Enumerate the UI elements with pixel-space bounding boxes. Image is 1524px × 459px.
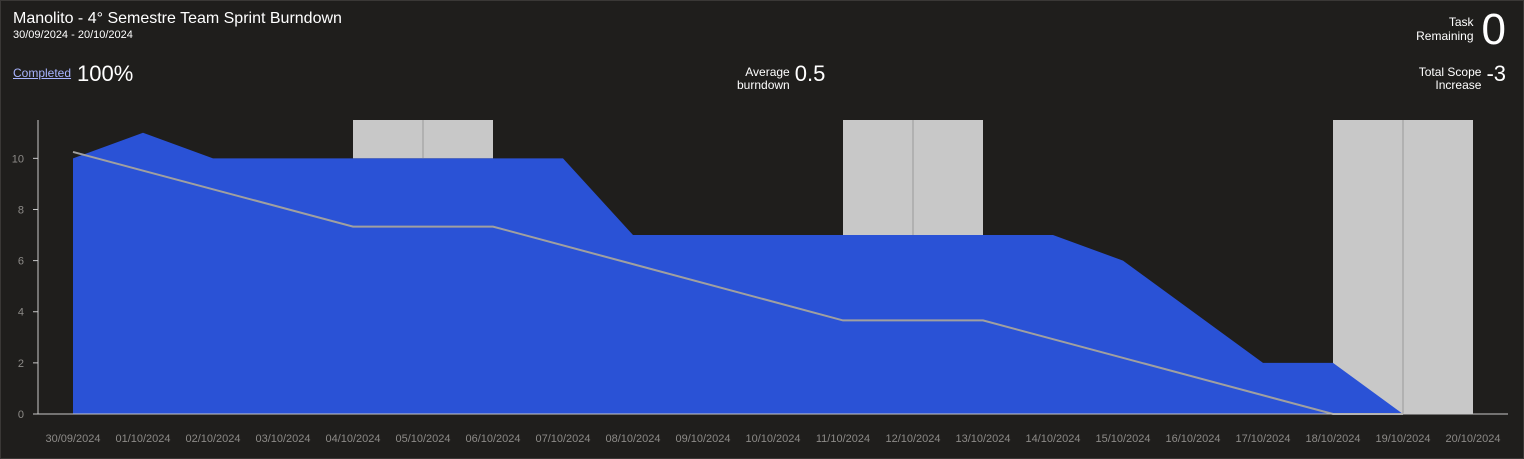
x-tick-label-0: 30/09/2024 bbox=[45, 433, 100, 445]
x-tick-label-13: 13/10/2024 bbox=[955, 433, 1010, 445]
x-tick-label-16: 16/10/2024 bbox=[1165, 433, 1220, 445]
average-label-line1: Average bbox=[745, 65, 790, 79]
scope-increase-stat: Total Scope Increase -3 bbox=[1419, 62, 1506, 92]
x-tick-label-1: 01/10/2024 bbox=[115, 433, 170, 445]
y-tick-label-4: 4 bbox=[18, 307, 24, 319]
x-tick-label-2: 02/10/2024 bbox=[185, 433, 240, 445]
remaining-area-layer bbox=[73, 132, 1403, 415]
y-tick-label-8: 8 bbox=[18, 204, 24, 216]
x-ticks: 30/09/2024 01/10/2024 02/10/2024 03/10/2024… bbox=[45, 433, 1500, 445]
x-tick-label-9: 09/10/2024 bbox=[675, 433, 730, 445]
completed-link[interactable]: Completed bbox=[13, 66, 72, 80]
task-remaining-label: Task Remaining bbox=[1416, 15, 1473, 43]
date-range: 30/09/2024 - 20/10/2024 bbox=[13, 29, 133, 41]
x-tick-label-12: 12/10/2024 bbox=[885, 433, 940, 445]
y-tick-label-0: 0 bbox=[18, 409, 24, 421]
remaining-work-area bbox=[73, 132, 1403, 415]
average-burndown-stat: Average burndown 0.5 bbox=[737, 62, 825, 92]
task-remaining-stat: Task Remaining 0 bbox=[1416, 8, 1506, 52]
task-remaining-value: 0 bbox=[1481, 5, 1506, 54]
x-tick-label-4: 04/10/2024 bbox=[325, 433, 380, 445]
y-tick-label-6: 6 bbox=[18, 256, 24, 268]
completed-value: 100% bbox=[77, 61, 134, 86]
scope-label-line1: Total Scope bbox=[1418, 65, 1482, 79]
average-burndown-label: Average burndown bbox=[737, 66, 790, 92]
x-tick-label-19: 19/10/2024 bbox=[1375, 433, 1430, 445]
x-tick-label-6: 06/10/2024 bbox=[465, 433, 520, 445]
average-label-line2: burndown bbox=[737, 78, 790, 92]
scope-increase-label: Total Scope Increase bbox=[1419, 66, 1482, 92]
average-burndown-value: 0.5 bbox=[794, 61, 826, 86]
task-remaining-label-line2: Remaining bbox=[1416, 29, 1474, 43]
non-working-bands bbox=[353, 120, 1473, 414]
scope-increase-value: -3 bbox=[1486, 61, 1506, 86]
scope-label-line2: Increase bbox=[1435, 78, 1482, 92]
x-tick-label-15: 15/10/2024 bbox=[1095, 433, 1150, 445]
task-remaining-label-line1: Task bbox=[1448, 15, 1474, 29]
x-tick-label-7: 07/10/2024 bbox=[535, 433, 590, 445]
x-tick-label-14: 14/10/2024 bbox=[1025, 433, 1080, 445]
x-tick-label-10: 10/10/2024 bbox=[745, 433, 800, 445]
x-tick-label-11: 11/10/2024 bbox=[816, 433, 870, 445]
x-tick-label-17: 17/10/2024 bbox=[1235, 433, 1290, 445]
x-tick-label-3: 03/10/2024 bbox=[255, 433, 310, 445]
x-tick-label-5: 05/10/2024 bbox=[395, 433, 450, 445]
y-ticks: 0 2 4 6 8 10 bbox=[12, 153, 38, 421]
x-tick-label-20: 20/10/2024 bbox=[1445, 433, 1500, 445]
y-tick-label-2: 2 bbox=[18, 358, 24, 370]
x-tick-label-18: 18/10/2024 bbox=[1305, 433, 1360, 445]
x-tick-label-8: 08/10/2024 bbox=[605, 433, 660, 445]
completed-stat: Completed 100% bbox=[13, 62, 133, 86]
chart-title: Manolito - 4° Semestre Team Sprint Burnd… bbox=[13, 10, 342, 27]
chart-axes bbox=[37, 120, 1508, 415]
y-tick-label-10: 10 bbox=[12, 153, 24, 165]
